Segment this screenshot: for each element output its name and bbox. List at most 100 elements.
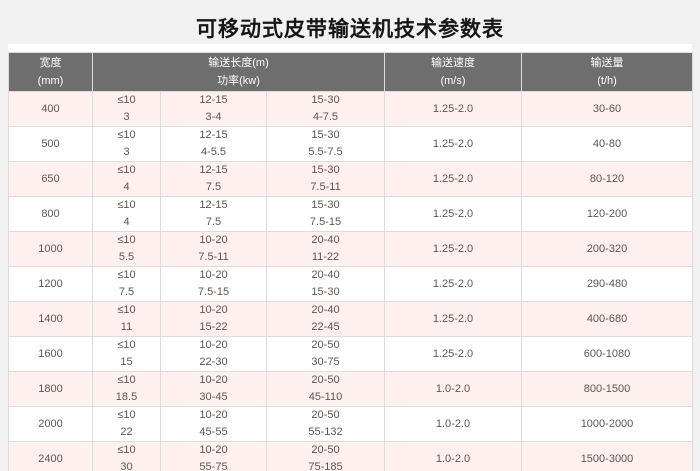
power-value: 11-22 — [311, 251, 340, 263]
length-value: 15-30 — [311, 129, 340, 141]
power-value: 7.5 — [118, 286, 135, 298]
length-value: ≤10 — [117, 304, 136, 316]
cell-length-power-2: 10-20 45-55 — [160, 406, 267, 442]
power-value: 30 — [120, 461, 133, 471]
power-value: 30-75 — [311, 356, 340, 368]
power-value: 7.5-15 — [309, 216, 342, 228]
length-value: 10-20 — [199, 409, 228, 421]
cell-belt-width: 1200 — [8, 266, 93, 302]
cell-capacity: 40-80 — [521, 126, 693, 162]
length-value: ≤10 — [117, 444, 136, 456]
cell-speed: 1.25-2.0 — [384, 91, 522, 127]
table-row: 800 ≤10 4 12-15 7.5 15-30 7.5-15 1.25-2.… — [8, 196, 693, 232]
header-speed-unit: (m/s) — [440, 75, 466, 87]
cell-capacity: 120-200 — [521, 196, 693, 232]
cell-speed: 1.25-2.0 — [384, 336, 522, 372]
length-value: 12-15 — [199, 199, 228, 211]
cell-belt-width: 2000 — [8, 406, 93, 442]
header-row: 宽度 (mm) 输送长度(m) 功率(kw) 输送速度 (m/s) 输送量 (t… — [8, 52, 693, 92]
header-speed-label: 输送速度 — [431, 57, 475, 69]
header-length-label: 输送长度(m) — [208, 57, 269, 69]
power-value: 4 — [123, 181, 130, 193]
power-value: 15 — [120, 356, 133, 368]
power-value: 7.5-15 — [197, 286, 230, 298]
cell-belt-width: 1600 — [8, 336, 93, 372]
length-value: 20-50 — [311, 339, 340, 351]
cell-length-power-3: 20-40 11-22 — [266, 231, 385, 267]
power-value: 75-185 — [308, 461, 343, 471]
cell-belt-width: 1400 — [8, 301, 93, 337]
cell-capacity: 290-480 — [521, 266, 693, 302]
power-value: 5.5-7.5 — [308, 146, 343, 158]
length-value: 10-20 — [199, 444, 228, 456]
length-value: 15-30 — [311, 164, 340, 176]
cell-belt-width: 1000 — [8, 231, 93, 267]
table-row: 2000 ≤10 22 10-20 45-55 20-50 55-132 1.0… — [8, 406, 693, 442]
length-value: ≤10 — [117, 374, 136, 386]
cell-capacity: 1500-3000 — [521, 441, 693, 471]
table-row: 400 ≤10 3 12-15 3-4 15-30 4-7.5 1.25-2.0… — [8, 91, 693, 127]
cell-capacity: 800-1500 — [521, 371, 693, 407]
length-value: ≤10 — [117, 164, 136, 176]
cell-length-power-1: ≤10 4 — [92, 196, 161, 232]
header-capacity: 输送量 (t/h) — [521, 52, 693, 92]
cell-length-power-1: ≤10 3 — [92, 126, 161, 162]
cell-speed: 1.25-2.0 — [384, 126, 522, 162]
table-body: 400 ≤10 3 12-15 3-4 15-30 4-7.5 1.25-2.0… — [8, 91, 693, 471]
cell-length-power-1: ≤10 22 — [92, 406, 161, 442]
length-value: ≤10 — [117, 269, 136, 281]
power-value: 55-132 — [308, 426, 343, 438]
power-value: 7.5 — [205, 181, 222, 193]
length-value: 10-20 — [199, 304, 228, 316]
cell-capacity: 30-60 — [521, 91, 693, 127]
length-value: 12-15 — [199, 164, 228, 176]
table-row: 1200 ≤10 7.5 10-20 7.5-15 20-40 15-30 1.… — [8, 266, 693, 302]
length-value: 10-20 — [199, 269, 228, 281]
header-capacity-unit: (t/h) — [597, 75, 617, 87]
header-capacity-label: 输送量 — [590, 57, 624, 69]
cell-length-power-1: ≤10 7.5 — [92, 266, 161, 302]
cell-length-power-3: 20-50 75-185 — [266, 441, 385, 471]
cell-length-power-1: ≤10 30 — [92, 441, 161, 471]
cell-length-power-1: ≤10 15 — [92, 336, 161, 372]
cell-length-power-3: 20-40 15-30 — [266, 266, 385, 302]
table-row: 500 ≤10 3 12-15 4-5.5 15-30 5.5-7.5 1.25… — [8, 126, 693, 162]
cell-length-power-2: 10-20 55-75 — [160, 441, 267, 471]
cell-belt-width: 1800 — [8, 371, 93, 407]
cell-length-power-3: 20-40 22-45 — [266, 301, 385, 337]
cell-speed: 1.25-2.0 — [384, 196, 522, 232]
header-power-label: 功率(kw) — [217, 75, 260, 87]
parameters-table-wrap: 宽度 (mm) 输送长度(m) 功率(kw) 输送速度 (m/s) 输送量 (t… — [8, 44, 693, 471]
cell-length-power-3: 20-50 30-75 — [266, 336, 385, 372]
cell-belt-width: 650 — [8, 161, 93, 197]
cell-length-power-2: 12-15 7.5 — [160, 161, 267, 197]
cell-capacity: 1000-2000 — [521, 406, 693, 442]
length-value: 15-30 — [311, 94, 340, 106]
power-value: 4-5.5 — [200, 146, 227, 158]
power-value: 15-30 — [311, 286, 340, 298]
cell-length-power-3: 15-30 7.5-11 — [266, 161, 385, 197]
power-value: 22 — [120, 426, 133, 438]
cell-belt-width: 2400 — [8, 441, 93, 471]
length-value: 20-40 — [311, 234, 340, 246]
power-value: 3 — [123, 146, 130, 158]
power-value: 22-30 — [199, 356, 228, 368]
power-value: 4 — [123, 216, 130, 228]
cell-length-power-3: 15-30 4-7.5 — [266, 91, 385, 127]
power-value: 45-110 — [308, 391, 343, 403]
cell-speed: 1.25-2.0 — [384, 266, 522, 302]
length-value: 20-40 — [311, 269, 340, 281]
length-value: ≤10 — [117, 234, 136, 246]
cell-length-power-2: 12-15 4-5.5 — [160, 126, 267, 162]
power-value: 11 — [120, 321, 133, 333]
length-value: ≤10 — [117, 339, 136, 351]
cell-length-power-3: 20-50 55-132 — [266, 406, 385, 442]
power-value: 18.5 — [115, 391, 138, 403]
table-row: 1000 ≤10 5.5 10-20 7.5-11 20-40 11-22 1.… — [8, 231, 693, 267]
table-row: 2400 ≤10 30 10-20 55-75 20-50 75-185 1.0… — [8, 441, 693, 471]
power-value: 4-7.5 — [312, 111, 339, 123]
table-row: 1600 ≤10 15 10-20 22-30 20-50 30-75 1.25… — [8, 336, 693, 372]
power-value: 45-55 — [199, 426, 228, 438]
power-value: 7.5-11 — [198, 251, 229, 263]
cell-speed: 1.0-2.0 — [384, 406, 522, 442]
